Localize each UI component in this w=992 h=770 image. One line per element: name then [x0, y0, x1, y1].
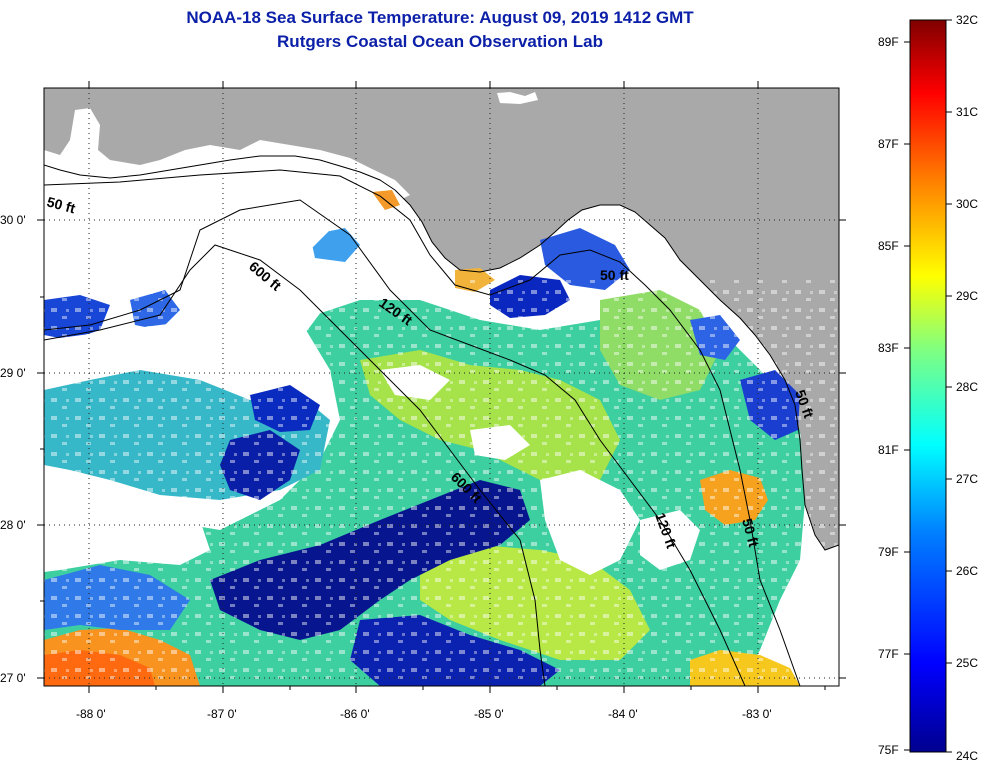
lat-tick-label: 29 0' — [0, 366, 26, 380]
map-title: NOAA-18 Sea Surface Temperature: August … — [186, 8, 694, 27]
colorbar-celsius-label: 24C — [956, 749, 978, 763]
contour-label: 50 ft — [739, 517, 762, 549]
colorbar-fahrenheit-label: 77F — [878, 647, 899, 661]
lat-tick-label: 30 0' — [0, 213, 26, 227]
cloud-speckle — [44, 280, 839, 686]
coastline — [44, 155, 839, 551]
colorbar-gradient — [909, 19, 947, 753]
colorbar-celsius-label: 31C — [956, 105, 978, 119]
map-frame — [43, 87, 840, 687]
sst-cold-coast-ne — [540, 228, 630, 290]
contour-label: 50 ft — [45, 193, 77, 216]
map-area: 50 ft 600 ft 120 ft 50 ft 600 ft 120 ft … — [44, 88, 839, 686]
colorbar-celsius-label: 27C — [956, 472, 978, 486]
inland-lake — [497, 92, 538, 104]
colorbar-celsius-label: 32C — [956, 13, 978, 27]
lat-tick-label: 28 0' — [0, 518, 26, 532]
tick-marks — [37, 81, 846, 693]
map-subtitle: Rutgers Coastal Ocean Observation Lab — [277, 32, 603, 51]
contour-label: 50 ft — [600, 267, 629, 283]
lon-tick-label: -87 0' — [207, 707, 237, 721]
colorbar: 32C 31C 30C 29C 28C 27C 26C 25C 24C 89F … — [878, 13, 978, 763]
colorbar-celsius-label: 28C — [956, 380, 978, 394]
contour-600ft-line — [44, 244, 546, 686]
colorbar-celsius-label: 29C — [956, 289, 978, 303]
cloud-upper-west — [44, 180, 350, 290]
colorbar-celsius-label: 30C — [956, 197, 978, 211]
colorbar-fahrenheit-label: 83F — [878, 341, 899, 355]
colorbar-fahrenheit-label: 85F — [878, 239, 899, 253]
colorbar-fahrenheit-label: 75F — [878, 743, 899, 757]
lon-tick-label: -88 0' — [76, 707, 106, 721]
lon-tick-label: -84 0' — [608, 707, 638, 721]
lon-tick-label: -83 0' — [742, 707, 772, 721]
contour-50ft-line — [44, 169, 801, 686]
colorbar-fahrenheit-label: 87F — [878, 137, 899, 151]
colorbar-fahrenheit-label: 79F — [878, 545, 899, 559]
land-north-coast — [44, 88, 839, 550]
land-white-bay — [44, 108, 410, 200]
lon-tick-label: -86 0' — [340, 707, 370, 721]
lon-tick-label: -85 0' — [474, 707, 504, 721]
lat-tick-label: 27 0' — [0, 671, 26, 685]
colorbar-ticks — [904, 19, 952, 753]
colorbar-celsius-label: 26C — [956, 564, 978, 578]
colorbar-celsius-label: 25C — [956, 656, 978, 670]
colorbar-fahrenheit-label: 89F — [878, 35, 899, 49]
colorbar-fahrenheit-label: 81F — [878, 443, 899, 457]
